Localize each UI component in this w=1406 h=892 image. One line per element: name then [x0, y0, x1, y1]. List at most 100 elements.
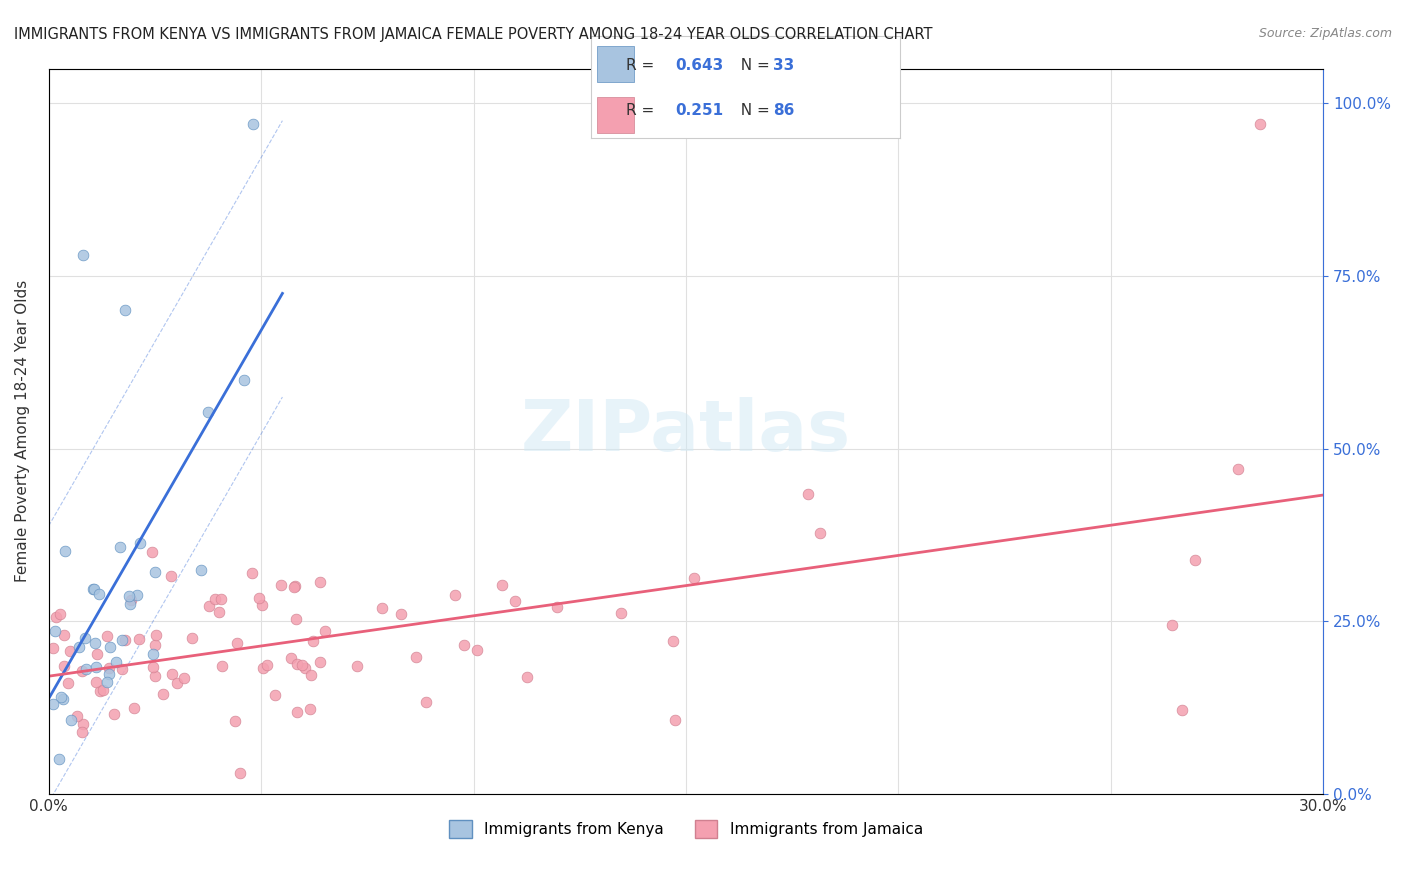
Point	[389, 607, 412, 621]
Point	[1171, 703, 1194, 717]
Point	[1227, 462, 1250, 476]
Point	[415, 695, 437, 709]
Point	[283, 580, 305, 594]
Point	[44, 624, 66, 638]
Point	[141, 544, 163, 558]
Point	[59, 644, 82, 658]
Point	[270, 578, 292, 592]
Point	[128, 536, 150, 550]
Point	[103, 706, 125, 721]
Point	[98, 640, 121, 654]
Point	[198, 599, 221, 614]
Point	[405, 649, 427, 664]
Point	[42, 697, 65, 711]
Text: R =: R =	[626, 103, 659, 118]
Point	[96, 675, 118, 690]
Point	[204, 591, 226, 606]
Point	[87, 586, 110, 600]
Point	[294, 661, 316, 675]
Point	[49, 607, 72, 622]
Text: 86: 86	[773, 103, 794, 118]
Point	[142, 647, 165, 661]
Point	[143, 669, 166, 683]
Point	[298, 702, 321, 716]
Point	[247, 591, 270, 605]
Point	[224, 714, 246, 728]
Point	[125, 588, 148, 602]
Point	[229, 766, 252, 780]
Point	[211, 658, 233, 673]
Point	[120, 592, 142, 607]
Point	[180, 632, 202, 646]
Point	[98, 667, 121, 681]
Point	[84, 675, 107, 690]
Point	[491, 578, 513, 592]
Point	[82, 582, 104, 596]
Point	[145, 565, 167, 579]
Point	[208, 606, 231, 620]
Point	[810, 526, 832, 541]
Point	[291, 657, 314, 672]
Point	[516, 670, 538, 684]
Point	[280, 651, 302, 665]
Point	[302, 634, 325, 648]
Point	[145, 628, 167, 642]
Point	[117, 589, 139, 603]
Y-axis label: Female Poverty Among 18-24 Year Olds: Female Poverty Among 18-24 Year Olds	[15, 280, 30, 582]
Text: ZIPatlas: ZIPatlas	[522, 397, 851, 466]
Point	[160, 666, 183, 681]
Point	[346, 658, 368, 673]
Text: Source: ZipAtlas.com: Source: ZipAtlas.com	[1258, 27, 1392, 40]
Point	[299, 668, 322, 682]
Point	[309, 655, 332, 669]
Point	[86, 647, 108, 661]
Point	[52, 628, 75, 642]
Point	[67, 640, 90, 655]
Point	[53, 658, 76, 673]
FancyBboxPatch shape	[596, 97, 634, 133]
Point	[143, 639, 166, 653]
Legend: Immigrants from Kenya, Immigrants from Jamaica: Immigrants from Kenya, Immigrants from J…	[443, 814, 929, 845]
Point	[1160, 618, 1182, 632]
Point	[166, 676, 188, 690]
Point	[49, 690, 72, 704]
Point	[73, 631, 96, 645]
Point	[285, 612, 308, 626]
Point	[96, 629, 118, 643]
Point	[1184, 553, 1206, 567]
Point	[128, 632, 150, 647]
Point	[83, 582, 105, 597]
Point	[664, 713, 686, 727]
Point	[152, 687, 174, 701]
Point	[256, 658, 278, 673]
Point	[83, 636, 105, 650]
Point	[114, 633, 136, 648]
Point	[111, 632, 134, 647]
Point	[683, 571, 706, 585]
Point	[89, 684, 111, 698]
Point	[287, 657, 309, 671]
Point	[209, 591, 232, 606]
Point	[58, 676, 80, 690]
Text: R =: R =	[626, 58, 659, 73]
Point	[111, 662, 134, 676]
Point	[98, 661, 121, 675]
Point	[84, 660, 107, 674]
Point	[160, 569, 183, 583]
Point	[75, 662, 97, 676]
Text: 0.251: 0.251	[675, 103, 723, 118]
Point	[284, 579, 307, 593]
Point	[120, 597, 142, 611]
Point	[453, 638, 475, 652]
Point	[72, 664, 94, 678]
Point	[42, 641, 65, 656]
Point	[48, 752, 70, 766]
Text: IMMIGRANTS FROM KENYA VS IMMIGRANTS FROM JAMAICA FEMALE POVERTY AMONG 18-24 YEAR: IMMIGRANTS FROM KENYA VS IMMIGRANTS FROM…	[14, 27, 932, 42]
Point	[797, 487, 820, 501]
Point	[142, 659, 165, 673]
Point	[197, 405, 219, 419]
Point	[242, 117, 264, 131]
Point	[233, 373, 256, 387]
Point	[59, 713, 82, 727]
Point	[72, 248, 94, 262]
